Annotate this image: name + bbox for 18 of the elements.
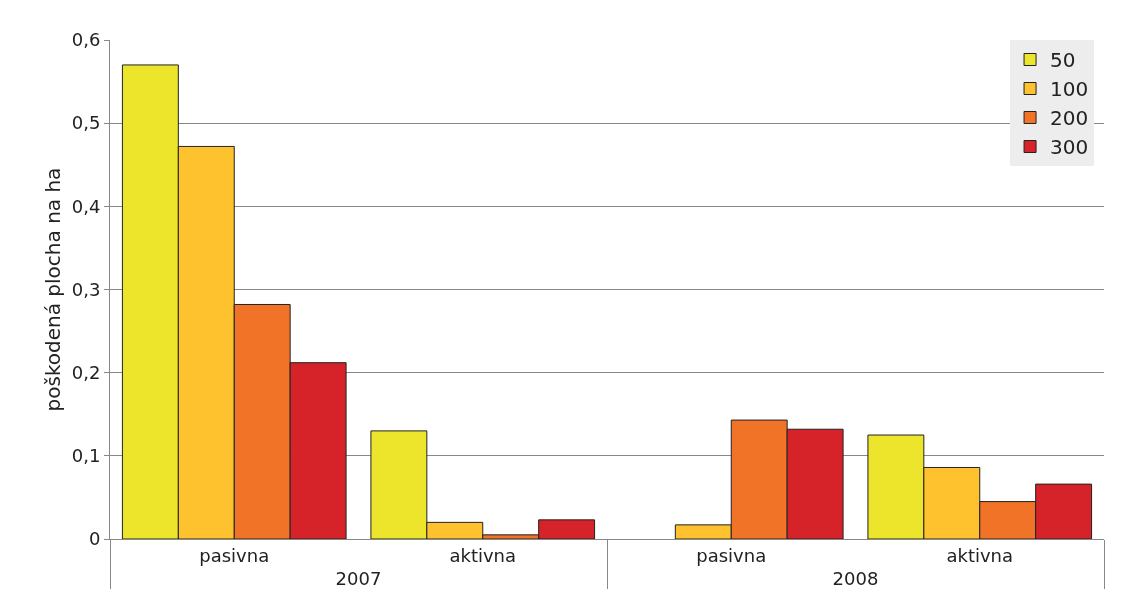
y-axis-title: poškodená plocha na ha <box>41 167 65 412</box>
y-tick-label: 0,5 <box>71 112 101 134</box>
x-tick-label: pasivna <box>696 544 767 566</box>
y-tick-label: 0,3 <box>71 278 101 300</box>
x-tick-label: aktivna <box>946 544 1014 566</box>
legend-label: 100 <box>1050 77 1089 102</box>
x-tick-label: aktivna <box>449 544 517 566</box>
legend-label: 200 <box>1050 106 1089 131</box>
text: 2008 <box>832 567 879 589</box>
y-tick-label: 0,1 <box>71 445 101 467</box>
legend-label: 300 <box>1050 135 1089 160</box>
text: 2007 <box>335 567 382 589</box>
y-tick-label: 0,4 <box>71 195 101 217</box>
x-tick-label: pasivna <box>199 544 270 566</box>
y-tick-label: 0,2 <box>71 361 101 383</box>
y-tick-label: 0,6 <box>71 29 101 51</box>
y-tick-label: 0 <box>88 528 101 550</box>
legend-label: 50 <box>1050 48 1076 73</box>
